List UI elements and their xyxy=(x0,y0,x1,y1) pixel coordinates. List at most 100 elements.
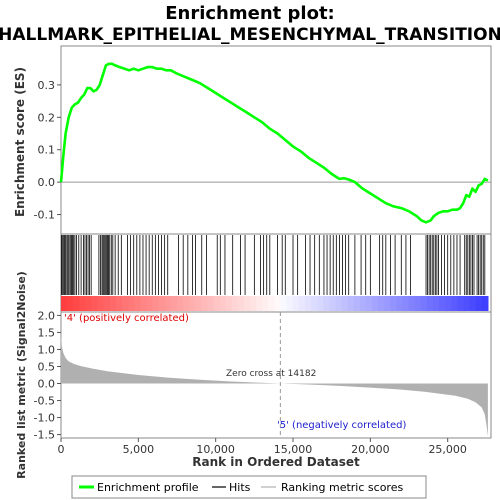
x-axis: 0 5,000 10,000 15,000 20,000 25,000 xyxy=(58,438,467,456)
heatmap-cell xyxy=(445,296,452,311)
heatmap-cell xyxy=(134,296,141,311)
heatmap-cell xyxy=(152,296,160,311)
heatmap-cell xyxy=(433,296,440,311)
heatmap-cell xyxy=(317,296,324,311)
x-tick-label: 20,000 xyxy=(351,443,390,456)
heatmap-cell xyxy=(231,296,239,311)
legend-hits-label: Hits xyxy=(229,481,251,494)
heatmap-cell xyxy=(176,296,184,311)
heatmap-cell xyxy=(170,296,178,311)
metric-y-tick-label: 2.0 xyxy=(38,309,56,322)
heatmap-cell xyxy=(439,296,446,311)
x-tick-label: 25,000 xyxy=(428,443,467,456)
heatmap-cell xyxy=(237,296,245,311)
negative-correlation-label: '5' (negatively correlated) xyxy=(277,420,406,431)
heatmap-cell xyxy=(85,296,93,311)
heatmap-cell xyxy=(164,296,172,311)
metric-y-tick-label: 1.5 xyxy=(38,326,56,339)
heatmap-cell xyxy=(250,296,257,311)
chart-title-line-2: HALLMARK_EPITHELIAL_MESENCHYMAL_TRANSITI… xyxy=(0,25,500,45)
heatmap-cell xyxy=(243,296,251,311)
heatmap-cell xyxy=(451,296,459,311)
metric-y-tick-label: -1.5 xyxy=(34,429,55,442)
x-tick-label: 0 xyxy=(58,443,65,456)
es-y-axis: -0.1 0.0 0.1 0.2 0.3 xyxy=(34,79,61,222)
x-axis-label: Rank in Ordered Dataset xyxy=(192,455,360,469)
metric-y-tick-label: -1.0 xyxy=(34,412,55,425)
es-y-tick-label: 0.1 xyxy=(38,144,56,157)
heatmap-cell xyxy=(457,296,465,311)
heatmap-cell xyxy=(79,296,86,311)
legend-metric-label: Ranking metric scores xyxy=(281,481,403,494)
heatmap-cell xyxy=(426,296,434,311)
heatmap-cell xyxy=(274,296,282,311)
heatmap-cell xyxy=(408,296,416,311)
heatmap-cell xyxy=(225,296,233,311)
heatmap-cell xyxy=(420,296,428,311)
heatmap-cell xyxy=(384,296,391,311)
heatmap-cell xyxy=(128,296,135,311)
ranking-heatmap-bar xyxy=(61,296,489,311)
heatmap-cell xyxy=(475,296,483,311)
enrichment-profile-line xyxy=(59,62,489,224)
es-y-tick-label: 0.0 xyxy=(38,176,56,189)
heatmap-cell xyxy=(256,296,263,311)
heatmap-cell xyxy=(469,296,477,311)
heatmap-cell xyxy=(292,296,300,311)
heatmap-cell xyxy=(280,296,288,311)
metric-y-axis: -1.5 -1.0 -0.5 0.0 0.5 1.0 1.5 2.0 xyxy=(34,309,61,442)
enrichment-profile-layer xyxy=(59,62,489,224)
x-tick-label: 15,000 xyxy=(274,443,313,456)
heatmap-cell xyxy=(347,296,355,311)
metric-y-axis-label: Ranked list metric (Signal2Noise) xyxy=(15,271,28,479)
x-tick-label: 5,000 xyxy=(123,443,155,456)
heatmap-cell xyxy=(311,296,318,311)
metric-y-tick-label: -0.5 xyxy=(34,395,55,408)
legend-enrichment-label: Enrichment profile xyxy=(97,481,199,494)
heatmap-cell xyxy=(268,296,276,311)
heatmap-cell xyxy=(286,296,294,311)
heatmap-cell xyxy=(97,296,105,311)
positive-correlation-label: '4' (positively correlated) xyxy=(64,313,189,324)
es-y-tick-label: -0.1 xyxy=(34,209,55,222)
heatmap-cell xyxy=(262,296,269,311)
chart-title-line-1: Enrichment plot: xyxy=(165,3,335,24)
es-y-tick-label: 0.2 xyxy=(38,111,56,124)
heatmap-cell xyxy=(353,296,361,311)
metric-y-tick-label: 0.0 xyxy=(38,378,56,391)
heatmap-cell xyxy=(115,296,123,311)
heatmap-cell xyxy=(414,296,422,311)
metric-y-tick-label: 1.0 xyxy=(38,343,56,356)
ranked-metric-layer xyxy=(61,312,488,438)
heatmap-cell xyxy=(195,296,202,311)
heatmap-cell xyxy=(207,296,215,311)
heatmap-cell xyxy=(146,296,154,311)
heatmap-cell xyxy=(103,296,111,311)
heatmap-cell xyxy=(359,296,367,311)
heatmap-cell xyxy=(73,296,80,311)
heatmap-cell xyxy=(372,296,379,311)
heatmap-cell xyxy=(329,296,337,311)
heatmap-cell xyxy=(61,296,68,311)
heatmap-cell xyxy=(298,296,306,311)
heatmap-cell xyxy=(219,296,227,311)
heatmap-cell xyxy=(378,296,385,311)
heatmap-cell xyxy=(304,296,312,311)
x-tick-label: 10,000 xyxy=(196,443,235,456)
legend: Enrichment profile Hits Ranking metric s… xyxy=(71,475,427,499)
heatmap-cell xyxy=(481,296,489,311)
hits-layer xyxy=(61,235,486,295)
ranked-metric-area xyxy=(61,332,488,437)
heatmap-cell xyxy=(402,296,410,311)
heatmap-cell xyxy=(335,296,343,311)
heatmap-cell xyxy=(323,296,330,311)
heatmap-cell xyxy=(463,296,471,311)
zero-cross-label: Zero cross at 14182 xyxy=(226,369,316,379)
enrichment-panel-frame xyxy=(60,45,492,235)
heatmap-cell xyxy=(182,296,190,311)
metric-y-tick-label: 0.5 xyxy=(38,360,56,373)
heatmap-cell xyxy=(390,296,398,311)
legend-box xyxy=(71,475,427,499)
heatmap-cell xyxy=(396,296,404,311)
heatmap-cell xyxy=(67,296,74,311)
